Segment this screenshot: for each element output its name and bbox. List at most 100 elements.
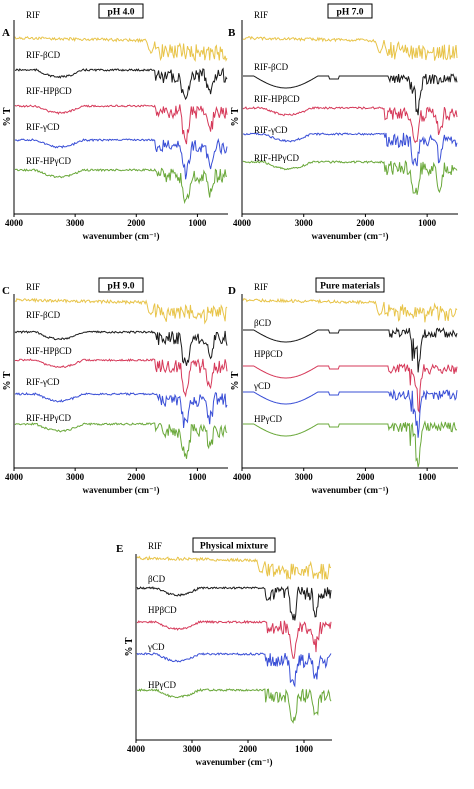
chart-title: Pure materials [320, 282, 380, 292]
chart-title-box [98, 3, 144, 19]
series-line [14, 330, 228, 366]
series-line [14, 392, 228, 429]
series-line [14, 297, 228, 325]
series-line [243, 132, 458, 167]
chart-panel-d: D Pure materials 4000 3000 2000 1000 wavenumbe… [228, 277, 458, 495]
series-line [136, 585, 332, 621]
x-tick-label: 4000 [233, 472, 252, 482]
panel-letter: D [228, 285, 236, 297]
y-axis-label: % T [230, 107, 241, 126]
series-line [136, 652, 332, 688]
x-axis-label: wavenumber (cm⁻¹) [82, 485, 159, 495]
series-label: RIF [254, 282, 268, 292]
x-axis-label: wavenumber (cm⁻¹) [311, 485, 388, 495]
series-line [14, 67, 228, 101]
x-tick-label: 2000 [239, 744, 258, 754]
series-line [242, 35, 458, 61]
x-axis-label: wavenumber (cm⁻¹) [195, 757, 272, 767]
series-label: HPγCD [148, 680, 176, 690]
x-tick-label: 1000 [418, 218, 437, 228]
series-label: RIF-γCD [254, 125, 288, 135]
chart-panel-e: E Physical mixture 4000 3000 2000 1000 wavenum… [116, 537, 332, 767]
series-label: RIF-γCD [26, 122, 60, 132]
series-line [14, 104, 228, 145]
series-label: βCD [148, 574, 166, 584]
series-label: RIF-HPβCD [254, 94, 300, 104]
chart-title: pH 9.0 [108, 282, 135, 292]
x-tick-label: 2000 [127, 472, 146, 482]
chart-title-box [192, 537, 276, 553]
x-tick-label: 4000 [5, 472, 24, 482]
x-tick-label: 3000 [295, 218, 314, 228]
chart-panel-a: ApH 4.0 4000 3000 2000 1000 wavenumber (cm⁻¹)… [2, 3, 228, 241]
series-line [242, 159, 458, 195]
series-line [243, 420, 458, 468]
series-line [243, 73, 458, 116]
series-line [243, 326, 458, 373]
series-label: RIF-HPγCD [254, 153, 299, 163]
series-label: RIF-βCD [26, 50, 61, 60]
y-axis-label: % T [2, 371, 13, 390]
series-label: RIF-HPβCD [26, 86, 72, 96]
x-tick-label: 3000 [295, 472, 314, 482]
series-line [14, 36, 228, 63]
panel-letter: E [116, 543, 123, 555]
chart-title: pH 4.0 [108, 8, 135, 18]
series-label: βCD [254, 318, 272, 328]
series-line [136, 619, 332, 659]
series-line [14, 358, 228, 398]
series-label: HPβCD [148, 605, 177, 615]
x-tick-label: 1000 [188, 472, 207, 482]
series-line [136, 555, 332, 580]
x-tick-label: 4000 [5, 218, 24, 228]
series-label: RIF-βCD [254, 62, 289, 72]
series-label: RIF-γCD [26, 377, 60, 387]
panel-letter: C [2, 285, 10, 297]
series-label: RIF-HPβCD [26, 346, 72, 356]
x-tick-label: 2000 [356, 218, 375, 228]
series-label: RIF [148, 541, 162, 551]
panel-letter: B [228, 27, 236, 39]
series-label: RIF [26, 10, 40, 20]
series-label: RIF-βCD [26, 310, 61, 320]
x-tick-label: 3000 [183, 744, 202, 754]
x-axis-label: wavenumber (cm⁻¹) [311, 231, 388, 241]
x-tick-label: 3000 [66, 218, 85, 228]
y-axis-label: % T [2, 107, 13, 126]
series-line [242, 106, 458, 144]
series-label: RIF [26, 282, 40, 292]
series-line [137, 688, 332, 724]
series-label: HPβCD [254, 349, 283, 359]
series-line [242, 297, 458, 323]
chart-title-box [315, 277, 385, 293]
series-label: RIF-HPγCD [26, 413, 71, 423]
series-label: RIF-HPγCD [26, 156, 71, 166]
x-tick-label: 4000 [233, 218, 252, 228]
chart-panel-b: BpH 7.0 4000 3000 2000 1000 wavenumber (cm⁻¹)… [228, 3, 458, 241]
series-line [14, 138, 228, 180]
y-axis-label: % T [124, 637, 135, 656]
series-line [14, 422, 228, 459]
x-tick-label: 2000 [356, 472, 375, 482]
series-line [243, 388, 458, 438]
y-axis-label: % T [230, 371, 241, 390]
x-tick-label: 3000 [66, 472, 85, 482]
series-label: γCD [253, 381, 271, 391]
x-tick-label: 1000 [188, 218, 207, 228]
x-tick-label: 1000 [418, 472, 437, 482]
chart-title: Physical mixture [200, 542, 268, 552]
x-axis-label: wavenumber (cm⁻¹) [82, 231, 159, 241]
series-label: HPγCD [254, 414, 282, 424]
x-tick-label: 4000 [127, 744, 146, 754]
chart-title-box [327, 3, 373, 19]
series-line [14, 167, 227, 205]
chart-title-box [98, 277, 144, 293]
x-tick-label: 1000 [295, 744, 314, 754]
series-label: RIF [254, 10, 268, 20]
series-label: γCD [147, 642, 165, 652]
panel-letter: A [2, 27, 10, 39]
x-tick-label: 2000 [127, 218, 146, 228]
chart-title: pH 7.0 [337, 8, 364, 18]
